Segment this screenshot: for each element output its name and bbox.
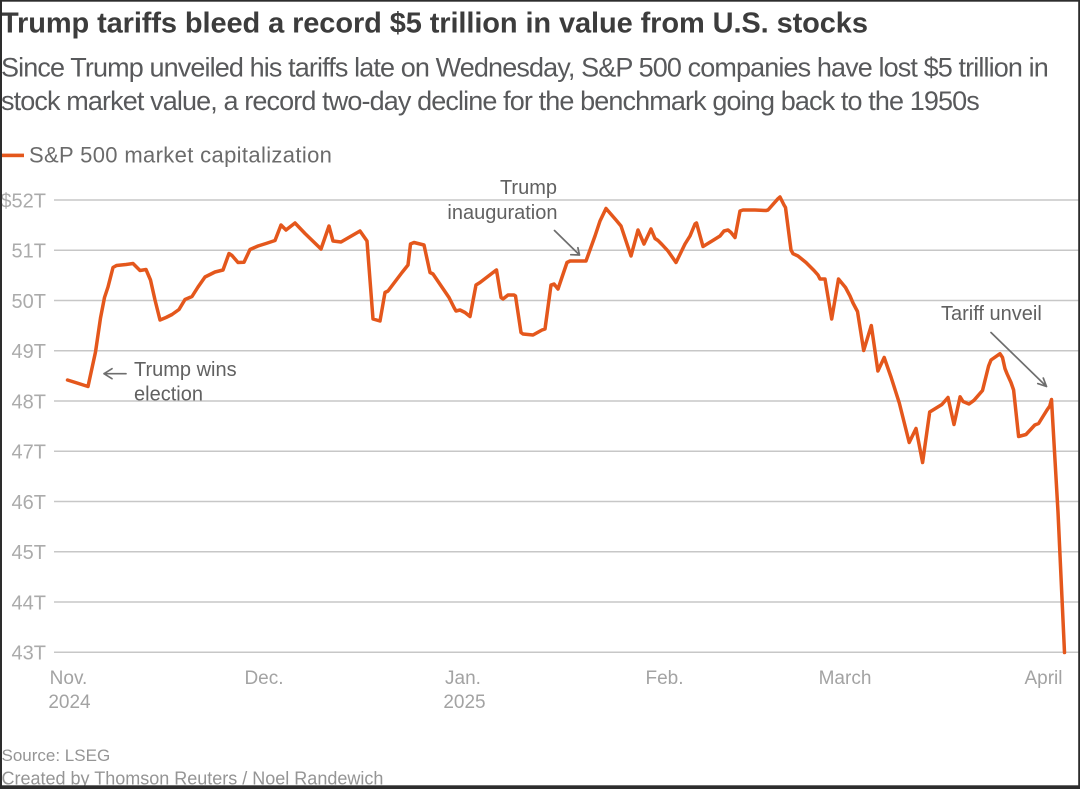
- svg-text:Trump tariffs bleed a record $: Trump tariffs bleed a record $5 trillion…: [1, 8, 868, 40]
- svg-text:Nov.: Nov.: [50, 668, 88, 689]
- svg-text:inauguration: inauguration: [447, 202, 557, 224]
- svg-text:Feb.: Feb.: [645, 668, 683, 689]
- svg-text:Jan.: Jan.: [445, 668, 481, 689]
- svg-text:47T: 47T: [12, 442, 46, 464]
- svg-text:2025: 2025: [443, 692, 485, 713]
- svg-text:election: election: [134, 384, 203, 406]
- svg-text:Since Trump unveiled his tarif: Since Trump unveiled his tariffs late on…: [1, 53, 1048, 83]
- svg-text:April: April: [1024, 668, 1062, 689]
- svg-text:Created by Thomson Reuters / N: Created by Thomson Reuters / Noel Randew…: [2, 769, 384, 789]
- svg-text:2024: 2024: [48, 692, 91, 713]
- svg-text:stock market value, a record t: stock market value, a record two-day dec…: [1, 86, 979, 116]
- svg-text:50T: 50T: [12, 291, 46, 313]
- svg-text:Trump wins: Trump wins: [134, 359, 237, 381]
- svg-text:$52T: $52T: [0, 190, 46, 212]
- svg-text:Trump: Trump: [500, 177, 557, 199]
- svg-text:49T: 49T: [12, 341, 46, 363]
- svg-text:43T: 43T: [12, 643, 46, 665]
- svg-text:46T: 46T: [12, 492, 46, 514]
- svg-text:44T: 44T: [12, 592, 46, 614]
- svg-text:S&P 500 market capitalization: S&P 500 market capitalization: [29, 142, 332, 167]
- svg-text:48T: 48T: [12, 391, 46, 413]
- svg-text:Tariff unveil: Tariff unveil: [941, 303, 1042, 325]
- svg-text:51T: 51T: [12, 241, 46, 263]
- svg-text:March: March: [819, 668, 872, 689]
- svg-text:Dec.: Dec.: [244, 668, 283, 689]
- svg-text:Source: LSEG: Source: LSEG: [2, 746, 111, 765]
- svg-text:45T: 45T: [12, 542, 46, 564]
